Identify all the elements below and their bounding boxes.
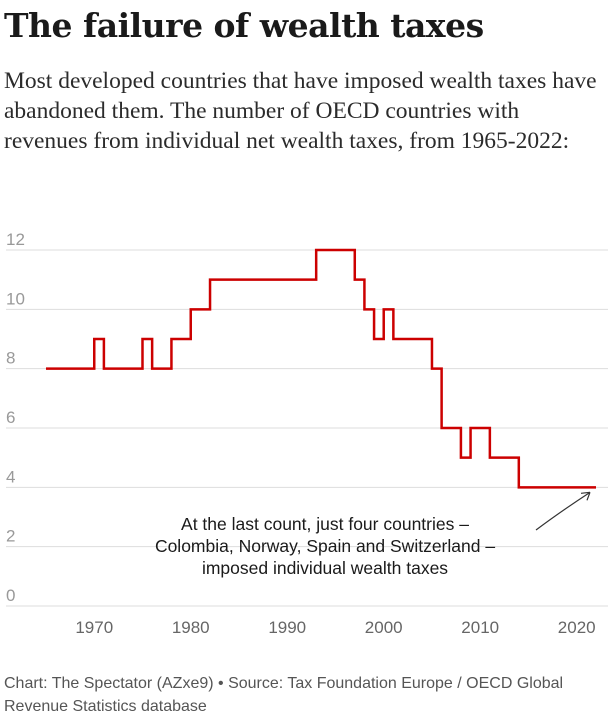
source-credit: Chart: The Spectator (AZxe9) • Source: T… xyxy=(4,675,564,715)
x-tick-label: 2010 xyxy=(461,618,499,637)
y-tick-label: 0 xyxy=(6,586,15,605)
annotation-line: Colombia, Norway, Spain and Switzerland … xyxy=(155,536,495,556)
y-tick-label: 10 xyxy=(6,289,25,308)
step-chart: 0 2 4 6 8 10 12 1970 1980 1990 2000 2010 2020 At th… xyxy=(6,230,608,637)
series-line xyxy=(46,248,596,489)
y-tick-label: 12 xyxy=(6,230,25,249)
gridlines xyxy=(6,249,608,607)
x-axis-ticks: 1970 1980 1990 2000 2010 2020 xyxy=(75,618,595,637)
x-tick-label: 2000 xyxy=(365,618,403,637)
y-tick-label: 6 xyxy=(6,408,15,427)
x-tick-label: 1970 xyxy=(75,618,113,637)
chart-subtitle: Most developed countries that have impos… xyxy=(4,68,597,154)
annotation-line: imposed individual wealth taxes xyxy=(202,558,448,578)
chart-title: The failure of wealth taxes xyxy=(4,6,484,45)
x-tick-label: 1980 xyxy=(172,618,210,637)
annotation-arrow xyxy=(535,491,591,531)
annotation-line: At the last count, just four countries – xyxy=(181,514,469,534)
y-axis-ticks: 0 2 4 6 8 10 12 xyxy=(6,230,25,605)
x-tick-label: 2020 xyxy=(558,618,596,637)
annotation: At the last count, just four countries –… xyxy=(155,491,591,578)
y-tick-label: 4 xyxy=(6,467,15,486)
y-tick-label: 2 xyxy=(6,527,15,546)
annotation-arrowhead xyxy=(580,491,591,501)
y-tick-label: 8 xyxy=(6,349,15,368)
x-tick-label: 1990 xyxy=(268,618,306,637)
